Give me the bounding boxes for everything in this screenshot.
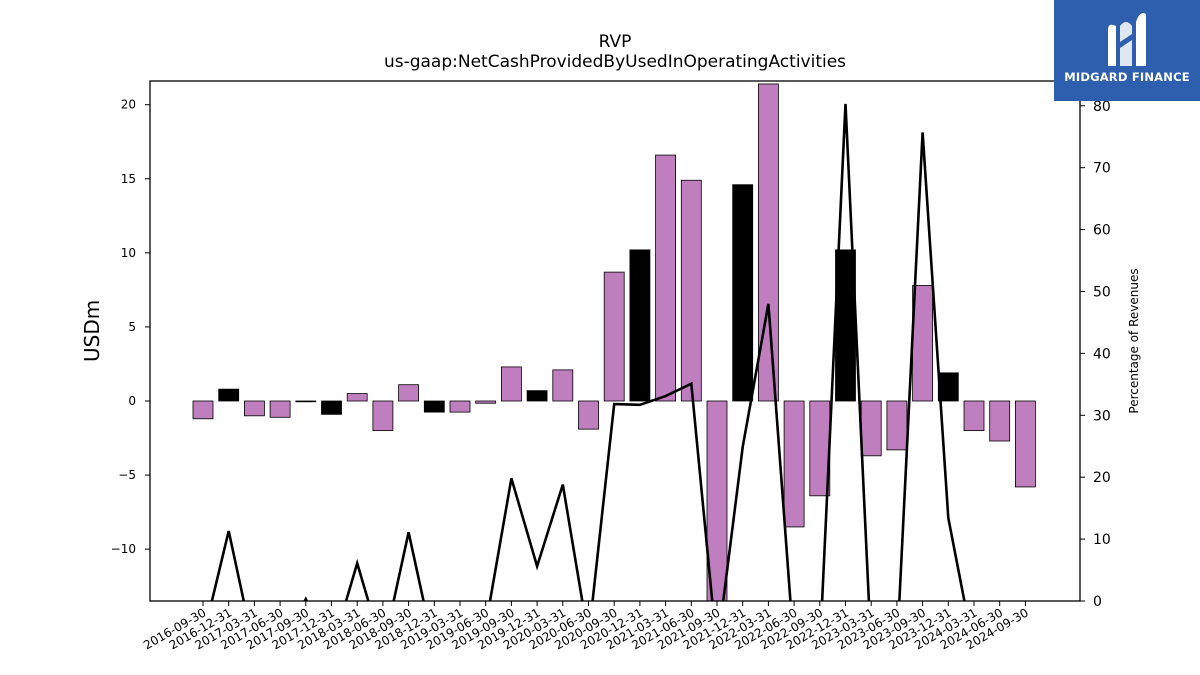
bar-2019-03-31 [449,400,471,413]
y-axis-label-left: USDm [80,299,104,362]
bar-2018-03-31 [346,393,368,402]
series-line [210,103,966,601]
plot-frame [149,80,1081,602]
bar-2018-06-30 [372,400,394,432]
logo-mark-icon [1108,13,1146,67]
chart-title: RVP [598,32,632,52]
bar-2019-12-31 [526,390,548,402]
bar-2020-09-30 [603,271,625,402]
bar-2016-12-31 [218,388,240,402]
y-tick-label: 0 [128,394,136,408]
bar-2021-06-30 [680,179,702,402]
axes-group: −10−505101520010203040506070802016-09-30… [111,80,1111,652]
bar-2024-03-31 [963,400,985,432]
bar-2017-12-31 [321,400,342,415]
logo-text: MIDGARD FINANCE [1064,70,1190,84]
bar-2021-03-31 [655,154,676,402]
bar-2018-12-31 [423,400,445,413]
bar-2023-03-31 [860,400,882,457]
bar-2018-09-30 [398,384,420,402]
y-right-tick-label: 60 [1093,223,1111,239]
y-right-tick-label: 10 [1093,532,1111,548]
line-group [210,103,966,601]
y-right-tick-label: 80 [1093,99,1111,115]
y-axis-label-right: Percentage of Revenues [1127,268,1141,414]
y-tick-label: 10 [121,246,136,260]
y-tick-label: 15 [121,172,136,186]
bars-group [192,83,1036,601]
y-tick-label: 20 [121,98,136,112]
bar-2020-06-30 [578,400,599,430]
bar-2024-06-30 [989,400,1011,442]
bar-2017-09-30 [295,400,317,403]
bar-2019-09-30 [500,366,522,402]
y-right-tick-label: 50 [1093,284,1111,300]
bar-2017-03-31 [243,400,265,417]
y-right-tick-label: 70 [1093,161,1111,177]
bar-2020-12-31 [629,249,651,402]
bar-2023-06-30 [886,400,908,451]
bar-2021-12-31 [732,184,754,402]
y-right-tick-label: 30 [1093,408,1111,424]
bar-2019-06-30 [475,400,497,404]
bar-2017-06-30 [269,400,291,418]
chart-subtitle: us-gaap:NetCashProvidedByUsedInOperating… [383,52,847,72]
bar-2024-09-30 [1015,400,1036,488]
bar-2023-09-30 [912,285,933,402]
bar-2020-03-31 [552,369,574,402]
bar-2021-09-30 [706,400,728,601]
bar-2016-09-30 [192,400,214,420]
y-right-tick-label: 40 [1093,346,1111,362]
bar-2022-03-31 [758,83,779,402]
y-tick-label: 5 [128,320,136,334]
y-right-tick-label: 20 [1093,470,1111,486]
bar-2022-06-30 [783,400,805,528]
y-tick-label: −5 [118,468,136,482]
y-right-tick-label: 0 [1093,594,1102,610]
brand-logo: MIDGARD FINANCE [1054,0,1200,101]
y-tick-label: −10 [111,542,136,556]
